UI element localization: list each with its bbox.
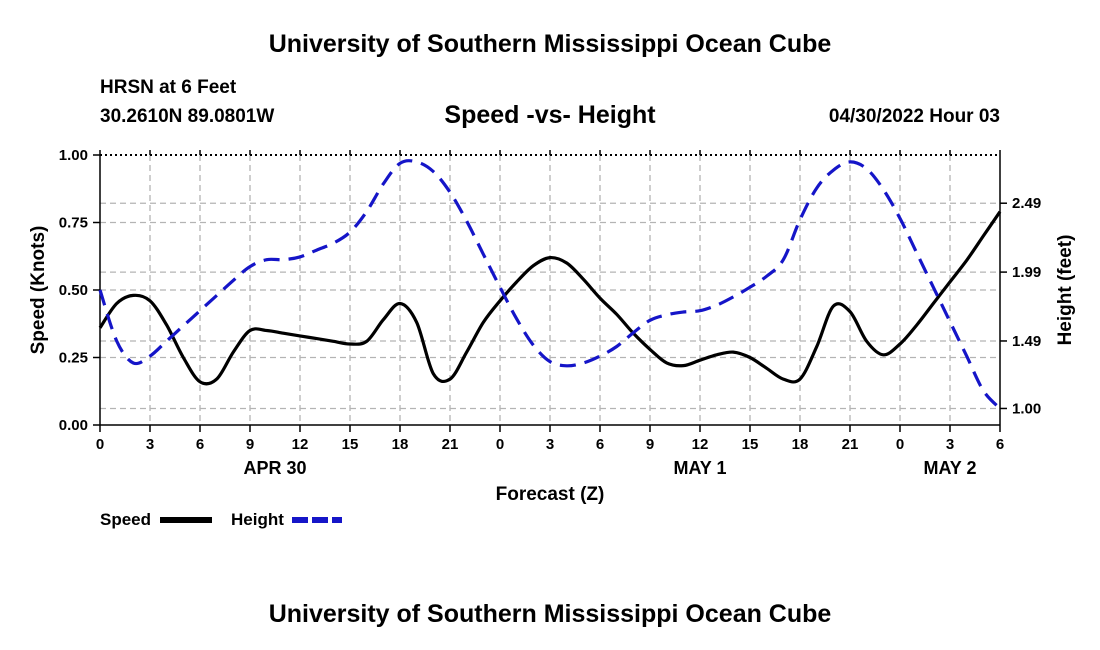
grid xyxy=(100,155,1000,425)
x-tick-label: 9 xyxy=(246,436,254,453)
y2-tick-label: 1.49 xyxy=(1012,333,1041,350)
y2-axis-title: Height (feet) xyxy=(1055,235,1076,346)
x-tick-label: 21 xyxy=(842,436,859,453)
timestamp-label: 04/30/2022 Hour 03 xyxy=(828,106,1000,127)
y-tick-label: 1.00 xyxy=(59,147,88,164)
day-label: MAY 1 xyxy=(673,458,726,478)
x-tick-label: 0 xyxy=(896,436,904,453)
legend: Speed Height xyxy=(100,510,342,529)
footer-title: University of Southern Mississippi Ocean… xyxy=(268,600,832,628)
x-tick-label: 12 xyxy=(292,436,309,453)
day-label: APR 30 xyxy=(243,458,306,478)
series-line-speed xyxy=(98,210,1002,386)
x-tick-label: 6 xyxy=(196,436,204,453)
coordinates-label: 30.2610N 89.0801W xyxy=(100,106,275,127)
x-tick-label: 9 xyxy=(646,436,654,453)
y-tick-label: 0.25 xyxy=(59,350,88,367)
x-tick-label: 15 xyxy=(742,436,759,453)
station-label: HRSN at 6 Feet xyxy=(100,77,237,98)
x-tick-label: 6 xyxy=(996,436,1004,453)
y-axis-title: Speed (Knots) xyxy=(28,226,49,355)
day-label: MAY 2 xyxy=(923,458,976,478)
x-tick-label: 0 xyxy=(496,436,504,453)
x-tick-label: 18 xyxy=(792,436,809,453)
legend-label-speed: Speed xyxy=(100,510,151,529)
x-tick-label: 0 xyxy=(96,436,104,453)
legend-label-height: Height xyxy=(231,510,284,529)
y-tick-label: 0.00 xyxy=(59,417,88,434)
axes: 0 3 6 9 12 15 18 21 0 3 6 9 12 15 18 21 0 3 6 0.00 0.25 0.50 0… xyxy=(28,147,1076,505)
series-layer xyxy=(98,159,1002,410)
series-line-height xyxy=(98,159,1002,410)
y2-tick-label: 2.49 xyxy=(1012,195,1041,212)
x-tick-label: 6 xyxy=(596,436,604,453)
y-tick-label: 0.75 xyxy=(59,215,88,232)
x-tick-label: 15 xyxy=(342,436,359,453)
x-tick-label: 18 xyxy=(392,436,409,453)
x-tick-label: 3 xyxy=(946,436,954,453)
chart-title: Speed -vs- Height xyxy=(444,101,656,129)
y2-tick-label: 1.99 xyxy=(1012,264,1041,281)
page-title: University of Southern Mississippi Ocean… xyxy=(268,30,832,58)
y2-tick-label: 1.00 xyxy=(1012,400,1041,417)
y-tick-label: 0.50 xyxy=(59,282,88,299)
x-tick-label: 21 xyxy=(442,436,459,453)
x-tick-label: 3 xyxy=(146,436,154,453)
x-tick-label: 3 xyxy=(546,436,554,453)
x-tick-label: 12 xyxy=(692,436,709,453)
x-axis-title: Forecast (Z) xyxy=(496,484,605,505)
